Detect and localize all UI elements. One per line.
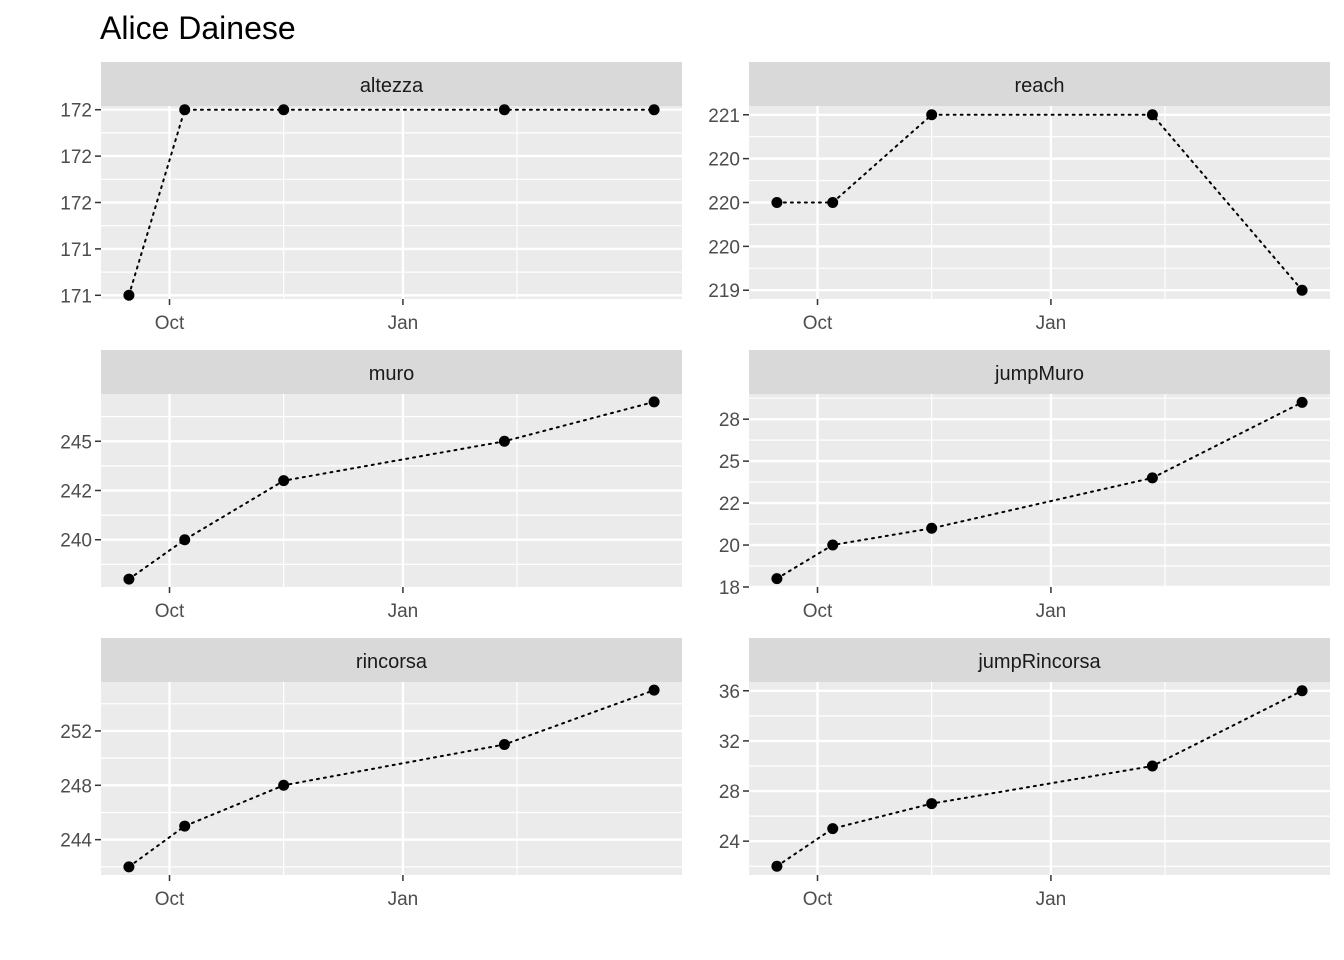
data-point bbox=[179, 104, 191, 116]
x-tick-label: Jan bbox=[1036, 313, 1067, 334]
strip-label: rincorsa bbox=[356, 651, 428, 673]
data-point bbox=[926, 522, 938, 534]
panel-altezza: altezza 171 171 172 172 172 Oct Jan bbox=[60, 62, 682, 334]
y-tick-label: 18 bbox=[719, 578, 740, 599]
y-tick-label: 32 bbox=[719, 732, 740, 753]
data-point bbox=[648, 684, 660, 696]
data-point bbox=[648, 396, 660, 408]
data-point bbox=[498, 104, 510, 116]
y-tick-label: 244 bbox=[60, 831, 92, 852]
data-point bbox=[1296, 284, 1308, 296]
x-tick-label: Jan bbox=[388, 313, 419, 334]
data-point bbox=[1296, 685, 1308, 697]
plot-background bbox=[749, 682, 1330, 875]
data-point bbox=[827, 539, 839, 551]
x-tick-label: Oct bbox=[803, 889, 833, 910]
x-tick-label: Oct bbox=[155, 601, 185, 622]
x-tick-label: Jan bbox=[388, 601, 419, 622]
y-tick-label: 171 bbox=[60, 286, 92, 307]
data-point bbox=[771, 573, 783, 585]
x-tick-label: Jan bbox=[388, 889, 419, 910]
data-point bbox=[123, 861, 135, 873]
data-point bbox=[278, 104, 290, 116]
data-point bbox=[771, 197, 783, 208]
data-point bbox=[123, 573, 135, 585]
chart-panels: altezza 171 171 172 172 172 Oct Jan reach 219 220 2… bbox=[60, 62, 1330, 910]
plot-background bbox=[101, 682, 682, 875]
panel-rincorsa: rincorsa 244 248 252 Oct Jan bbox=[60, 638, 682, 910]
y-tick-label: 220 bbox=[708, 194, 740, 215]
y-tick-label: 24 bbox=[719, 832, 741, 853]
x-tick-label: Jan bbox=[1036, 601, 1067, 622]
y-tick-label: 221 bbox=[708, 106, 740, 127]
y-tick-label: 172 bbox=[60, 147, 92, 168]
x-tick-label: Oct bbox=[155, 313, 185, 334]
strip-label: reach bbox=[1014, 75, 1064, 97]
y-tick-label: 220 bbox=[708, 150, 740, 171]
chart-title: Alice Dainese bbox=[100, 10, 296, 46]
strip-label: muro bbox=[369, 363, 415, 385]
data-point bbox=[827, 823, 839, 835]
panel-jumpMuro: jumpMuro 18 20 22 25 28 Oct Jan bbox=[719, 350, 1330, 622]
y-tick-label: 172 bbox=[60, 101, 92, 122]
panel-muro: muro 240 242 245 Oct Jan bbox=[60, 350, 682, 622]
y-tick-label: 240 bbox=[60, 531, 92, 552]
strip-background bbox=[749, 638, 1330, 682]
y-tick-label: 28 bbox=[719, 410, 740, 431]
strip-label: altezza bbox=[360, 75, 424, 97]
y-tick-label: 36 bbox=[719, 682, 740, 703]
x-tick-label: Oct bbox=[803, 601, 833, 622]
data-point bbox=[648, 104, 660, 116]
y-tick-label: 242 bbox=[60, 482, 92, 503]
data-point bbox=[278, 779, 290, 791]
plot-background bbox=[749, 394, 1330, 587]
y-tick-label: 28 bbox=[719, 782, 740, 803]
strip-label: jumpRincorsa bbox=[977, 651, 1101, 673]
data-point bbox=[926, 798, 938, 810]
y-tick-label: 171 bbox=[60, 240, 92, 261]
data-point bbox=[1146, 760, 1158, 772]
data-point bbox=[498, 435, 510, 447]
strip-label: jumpMuro bbox=[994, 363, 1084, 385]
x-tick-label: Oct bbox=[155, 889, 185, 910]
data-point bbox=[278, 475, 290, 487]
data-point bbox=[1146, 109, 1158, 121]
series-line bbox=[775, 401, 1304, 580]
y-tick-label: 25 bbox=[719, 452, 740, 473]
x-tick-label: Jan bbox=[1036, 889, 1067, 910]
strip-background bbox=[749, 350, 1330, 394]
y-tick-label: 22 bbox=[719, 494, 740, 515]
y-tick-label: 248 bbox=[60, 776, 92, 797]
y-tick-label: 219 bbox=[708, 281, 740, 302]
data-point bbox=[1146, 472, 1158, 484]
strip-background bbox=[101, 350, 682, 394]
data-point bbox=[771, 860, 783, 872]
y-tick-label: 220 bbox=[708, 237, 740, 258]
strip-background bbox=[101, 62, 682, 106]
panel-reach: reach 219 220 220 220 221 Oct Jan bbox=[708, 62, 1330, 334]
data-point bbox=[1296, 396, 1308, 408]
data-point bbox=[827, 197, 839, 208]
strip-background bbox=[101, 638, 682, 682]
y-tick-label: 172 bbox=[60, 194, 92, 215]
x-tick-label: Oct bbox=[803, 313, 833, 334]
data-point bbox=[179, 534, 191, 546]
data-point bbox=[179, 820, 191, 832]
strip-background bbox=[749, 62, 1330, 106]
data-point bbox=[123, 289, 135, 301]
y-tick-label: 20 bbox=[719, 536, 740, 557]
y-tick-label: 245 bbox=[60, 432, 92, 453]
data-point bbox=[498, 739, 510, 751]
y-tick-label: 252 bbox=[60, 722, 92, 743]
data-point bbox=[926, 109, 938, 121]
panel-jumpRincorsa: jumpRincorsa 24 28 32 36 Oct Jan bbox=[719, 638, 1330, 910]
